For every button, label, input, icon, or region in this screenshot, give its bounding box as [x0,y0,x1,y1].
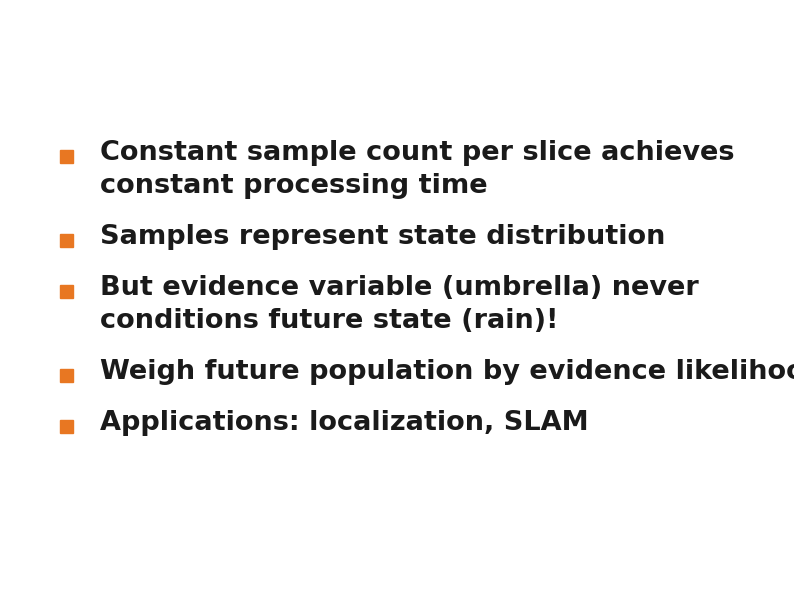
Bar [60,369,73,382]
Text: Samples represent state distribution: Samples represent state distribution [100,224,665,250]
Bar [60,285,73,298]
Text: Constant sample count per slice achieves: Constant sample count per slice achieves [100,140,734,166]
Text: Applications: localization, SLAM: Applications: localization, SLAM [100,410,588,436]
Bar [60,420,73,433]
Text: constant processing time: constant processing time [100,173,488,199]
Text: But evidence variable (umbrella) never: But evidence variable (umbrella) never [100,275,699,301]
Bar [60,150,73,163]
Text: Weigh future population by evidence likelihood: Weigh future population by evidence like… [100,359,794,385]
Text: conditions future state (rain)!: conditions future state (rain)! [100,308,558,334]
Bar [60,234,73,247]
